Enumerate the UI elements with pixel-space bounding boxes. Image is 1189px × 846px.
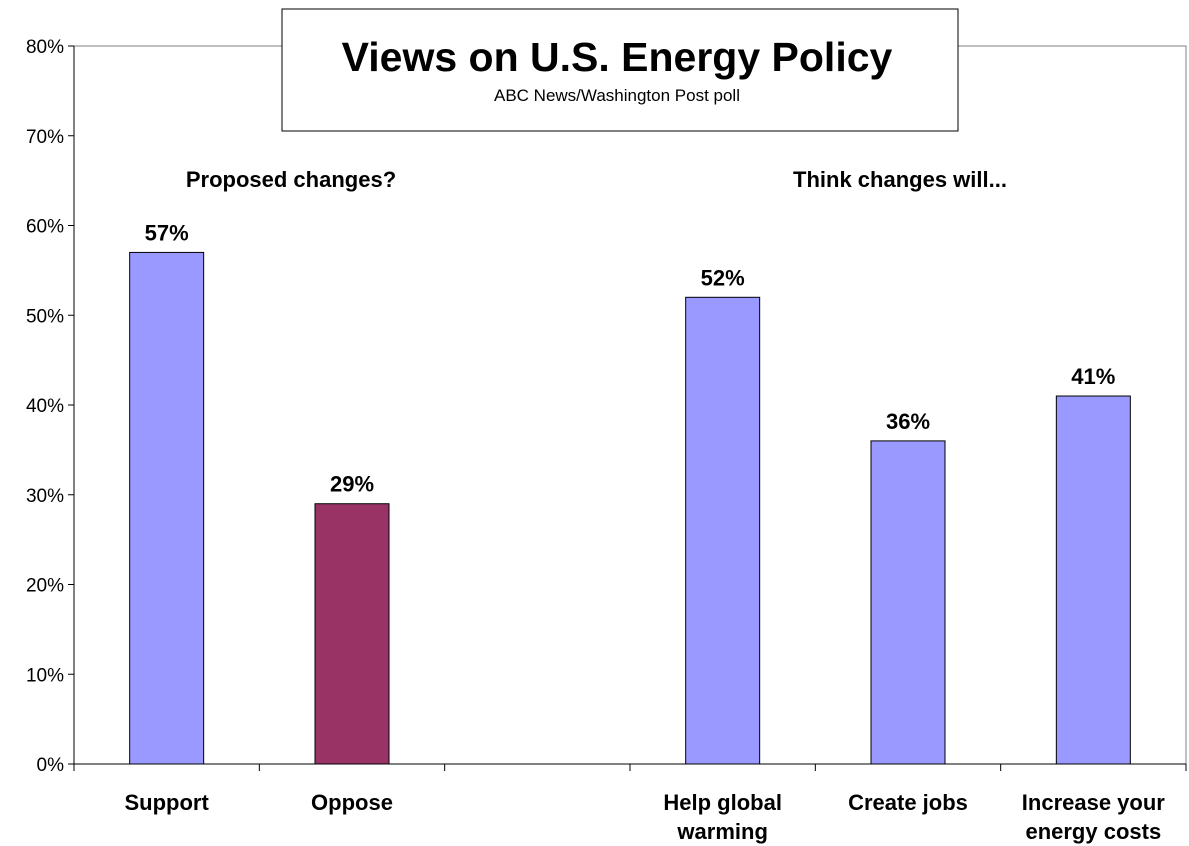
bar xyxy=(314,503,390,765)
x-category-label: energy costs xyxy=(1025,819,1161,844)
y-tick-label: 40% xyxy=(26,396,64,417)
y-tick-label: 0% xyxy=(37,755,65,776)
bar-value-label: 57% xyxy=(145,220,189,245)
y-tick-label: 30% xyxy=(26,486,64,507)
bar xyxy=(1055,395,1131,765)
group-label-proposed: Proposed changes? xyxy=(186,167,396,192)
title-box: Views on U.S. Energy Policy ABC News/Was… xyxy=(281,8,959,132)
chart-title: Views on U.S. Energy Policy xyxy=(342,34,893,80)
x-category-label: Increase your xyxy=(1022,790,1166,815)
chart-subtitle: ABC News/Washington Post poll xyxy=(494,86,740,105)
y-tick-label: 10% xyxy=(26,665,64,686)
group-label-think: Think changes will... xyxy=(793,167,1007,192)
y-tick-label: 50% xyxy=(26,306,64,327)
plot-area-border xyxy=(73,45,1187,765)
bar xyxy=(870,440,946,765)
bar-value-label: 52% xyxy=(701,265,745,290)
bar-value-label: 41% xyxy=(1071,364,1115,389)
title-frame xyxy=(281,8,959,132)
y-tick-label: 60% xyxy=(26,217,64,238)
y-tick-label: 20% xyxy=(26,576,64,597)
axes: 0% 10% 20% 30% 40% 50% 60% 70% 80% xyxy=(26,37,1187,776)
bar xyxy=(129,251,205,765)
bars xyxy=(129,251,1131,765)
bar-value-label: 36% xyxy=(886,409,930,434)
bar-value-label: 29% xyxy=(330,472,374,497)
group-labels: Proposed changes? Think changes will... xyxy=(186,167,1007,192)
x-category-label: Support xyxy=(125,790,210,815)
labels: 57% Support 29% Oppose 52% Help global warming… xyxy=(125,220,1166,844)
x-category-label: Oppose xyxy=(311,790,393,815)
x-category-label: Create jobs xyxy=(848,790,968,815)
y-tick-label: 80% xyxy=(26,37,64,58)
bar xyxy=(685,296,761,765)
x-category-label: Help global xyxy=(663,790,782,815)
x-category-label: warming xyxy=(676,819,767,844)
y-tick-label: 70% xyxy=(26,127,64,148)
